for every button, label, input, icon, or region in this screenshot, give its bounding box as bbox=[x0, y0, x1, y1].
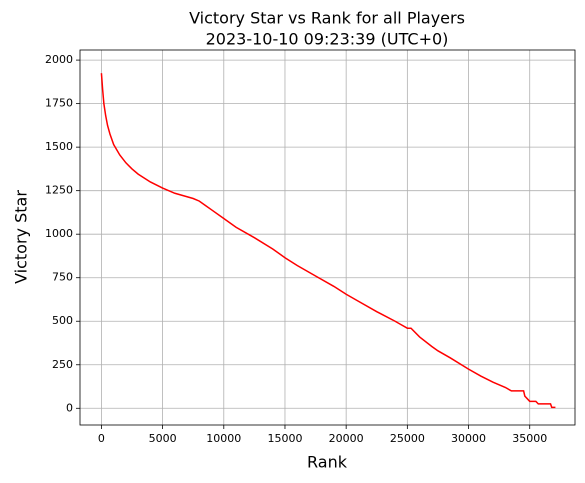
data-line bbox=[100, 73, 556, 409]
y-tick-label: 1250 bbox=[45, 184, 73, 197]
plot-frame bbox=[79, 49, 576, 426]
chart-subtitle: 2023-10-10 09:23:39 (UTC+0) bbox=[206, 30, 449, 49]
x-tick-label: 35000 bbox=[512, 432, 547, 445]
x-axis-label: Rank bbox=[307, 453, 348, 472]
x-tick-label: 20000 bbox=[329, 432, 364, 445]
y-tick-label: 0 bbox=[66, 401, 73, 414]
y-tick-label: 1500 bbox=[45, 140, 73, 153]
y-tick-label: 2000 bbox=[45, 53, 73, 66]
x-tick-label: 0 bbox=[98, 432, 105, 445]
y-tick-label: 500 bbox=[52, 314, 73, 327]
x-tick-label: 5000 bbox=[149, 432, 177, 445]
y-axis-label: Victory Star bbox=[12, 190, 31, 284]
y-tick-label: 1000 bbox=[45, 227, 73, 240]
x-tick-label: 15000 bbox=[267, 432, 302, 445]
x-tick-label: 25000 bbox=[390, 432, 425, 445]
x-tick-label: 10000 bbox=[206, 432, 241, 445]
y-tick-label: 250 bbox=[52, 358, 73, 371]
x-tick-label: 30000 bbox=[451, 432, 486, 445]
chart-title: Victory Star vs Rank for all Players bbox=[189, 9, 465, 28]
y-tick-label: 750 bbox=[52, 271, 73, 284]
y-tick-label: 1750 bbox=[45, 97, 73, 110]
